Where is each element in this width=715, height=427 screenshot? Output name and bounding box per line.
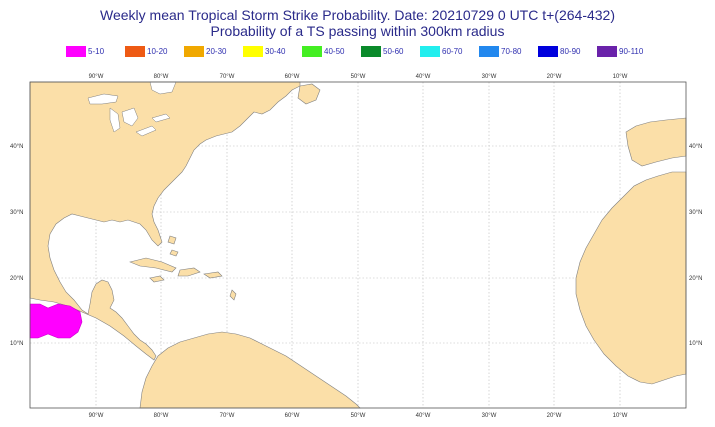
legend-swatch (184, 46, 204, 57)
latitude-labels-right: 40°N 30°N 20°N 10°N (689, 144, 702, 347)
latitude-label: 30°N (10, 210, 23, 216)
south-america-land (139, 331, 361, 409)
longitude-label: 50°W (351, 74, 366, 80)
map-subtitle: Probability of a TS passing within 300km… (210, 23, 505, 39)
north-america-land (29, 81, 301, 361)
legend-label: 5-10 (88, 47, 105, 56)
longitude-label: 60°W (285, 74, 300, 80)
legend-swatch (538, 46, 558, 57)
legend-swatch (302, 46, 322, 57)
legend-label: 40-50 (324, 47, 345, 56)
longitude-label: 80°W (154, 74, 169, 80)
latitude-label: 30°N (689, 210, 702, 216)
legend-label: 30-40 (265, 47, 286, 56)
africa-land (575, 171, 687, 385)
iberia-land (625, 117, 687, 167)
legend-swatch (479, 46, 499, 57)
caribbean-islands (129, 235, 237, 301)
legend-label: 90-110 (619, 47, 644, 56)
longitude-label: 30°W (482, 74, 497, 80)
longitude-label: 30°W (482, 413, 497, 419)
probability-area-5-10 (29, 303, 83, 339)
longitude-label: 90°W (89, 413, 104, 419)
latitude-label: 20°N (10, 276, 23, 282)
latitude-label: 10°N (689, 341, 702, 347)
longitude-label: 20°W (547, 74, 562, 80)
latitude-label: 10°N (10, 341, 23, 347)
latitude-label: 40°N (689, 144, 702, 150)
legend-label: 20-30 (206, 47, 227, 56)
longitude-label: 40°W (416, 74, 431, 80)
latitude-labels-left: 40°N 30°N 20°N 10°N (10, 144, 23, 347)
legend-label: 50-60 (383, 47, 404, 56)
newfoundland-land (297, 83, 321, 105)
longitude-label: 40°W (416, 413, 431, 419)
map-frame (29, 81, 687, 409)
legend-label: 10-20 (147, 47, 168, 56)
longitude-label: 80°W (154, 413, 169, 419)
longitude-label: 10°W (613, 413, 628, 419)
legend-swatch (361, 46, 381, 57)
legend-swatch (125, 46, 145, 57)
legend-label: 80-90 (560, 47, 581, 56)
legend-swatch (597, 46, 617, 57)
map-title: Weekly mean Tropical Storm Strike Probab… (100, 7, 615, 23)
longitude-label: 50°W (351, 413, 366, 419)
longitude-label: 20°W (547, 413, 562, 419)
longitude-label: 70°W (220, 413, 235, 419)
latitude-label: 20°N (689, 276, 702, 282)
longitude-label: 10°W (613, 74, 628, 80)
longitude-label: 70°W (220, 74, 235, 80)
legend-swatch (66, 46, 86, 57)
longitude-labels-bottom: 90°W 80°W 70°W 60°W 50°W 40°W 30°W 20°W 10°W (89, 413, 628, 419)
legend-label: 70-80 (501, 47, 522, 56)
longitude-label: 90°W (89, 74, 104, 80)
longitude-label: 60°W (285, 413, 300, 419)
legend-label: 60-70 (442, 47, 463, 56)
legend-swatch (243, 46, 263, 57)
legend-swatch (420, 46, 440, 57)
latitude-label: 40°N (10, 144, 23, 150)
longitude-labels-top: 90°W 80°W 70°W 60°W 50°W 40°W 30°W 20°W 10°W (89, 74, 628, 80)
great-lakes (87, 93, 171, 137)
